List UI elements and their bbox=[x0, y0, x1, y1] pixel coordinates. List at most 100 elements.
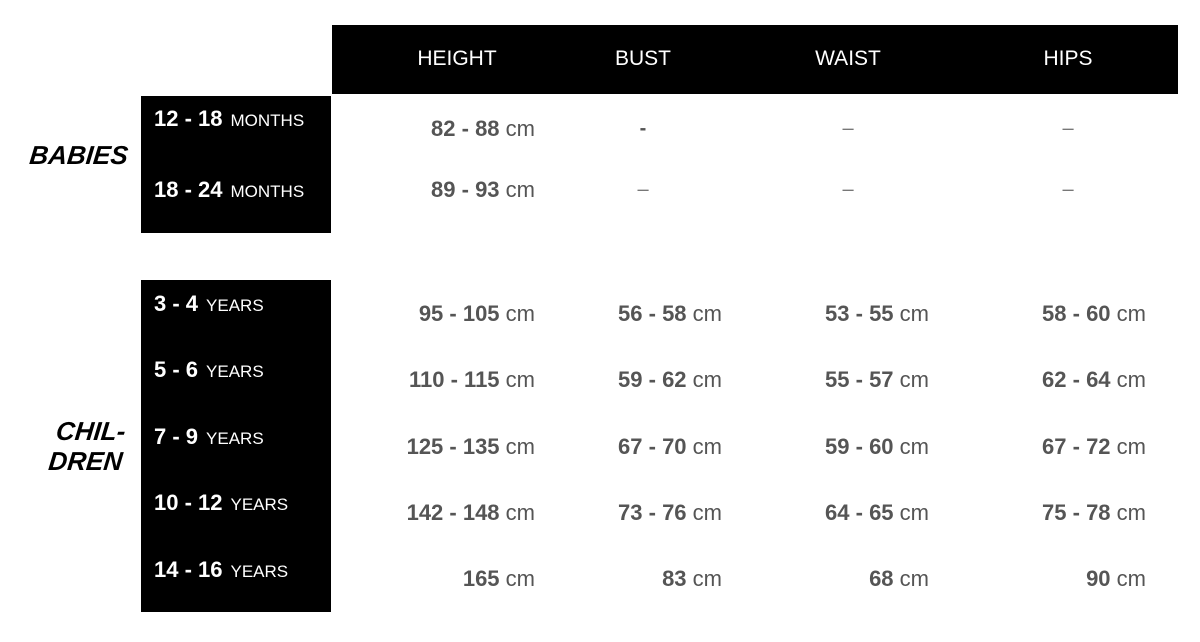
age-range: 3 - 4 bbox=[154, 291, 199, 316]
measurement-cell: 67 - 70 cm bbox=[618, 434, 722, 460]
measurement-unit: cm bbox=[1116, 566, 1146, 591]
group-babies: BABIES bbox=[28, 140, 130, 170]
measurement-value: 110 - 115 bbox=[409, 367, 500, 392]
measurement-cell: 125 - 135 cm bbox=[407, 434, 535, 460]
measurement-cell: 59 - 62 cm bbox=[618, 367, 722, 393]
measurement-unit: cm bbox=[899, 434, 929, 459]
babies-age-box bbox=[141, 96, 331, 233]
empty-cell: – bbox=[637, 178, 649, 201]
measurement-unit: cm bbox=[899, 301, 929, 326]
measurement-value: 58 - 60 bbox=[1042, 301, 1111, 326]
age-label: 14 - 16 YEARS bbox=[154, 557, 288, 583]
measurement-unit: cm bbox=[1116, 434, 1146, 459]
measurement-cell: 62 - 64 cm bbox=[1042, 367, 1146, 393]
group-children-line1: CHIL- bbox=[54, 416, 128, 446]
measurement-unit: cm bbox=[505, 500, 535, 525]
measurement-unit: cm bbox=[1116, 367, 1146, 392]
age-range: 5 - 6 bbox=[154, 357, 199, 382]
measurement-cell: 68 cm bbox=[869, 566, 929, 592]
age-unit: MONTHS bbox=[230, 182, 305, 201]
measurement-cell: 58 - 60 cm bbox=[1042, 301, 1146, 327]
measurement-cell: 64 - 65 cm bbox=[825, 500, 929, 526]
age-label: 12 - 18 MONTHS bbox=[154, 106, 304, 132]
measurement-value: 67 - 72 bbox=[1042, 434, 1111, 459]
measurement-unit: cm bbox=[505, 177, 535, 202]
age-range: 14 - 16 bbox=[154, 557, 223, 582]
measurement-value: 53 - 55 bbox=[825, 301, 894, 326]
age-unit: YEARS bbox=[206, 429, 264, 448]
measurement-unit: cm bbox=[692, 367, 722, 392]
measurement-value: 125 - 135 bbox=[406, 434, 500, 459]
col-hips: HIPS bbox=[1043, 47, 1093, 70]
age-unit: YEARS bbox=[206, 362, 264, 381]
measurement-unit: cm bbox=[692, 301, 722, 326]
col-height: HEIGHT bbox=[417, 47, 497, 70]
age-range: 12 - 18 bbox=[154, 106, 223, 131]
measurement-unit: cm bbox=[899, 500, 929, 525]
age-range: 7 - 9 bbox=[154, 424, 199, 449]
measurement-cell: 142 - 148 cm bbox=[407, 500, 535, 526]
measurement-unit: cm bbox=[505, 301, 535, 326]
measurement-unit: cm bbox=[505, 367, 535, 392]
measurement-cell: 59 - 60 cm bbox=[825, 434, 929, 460]
measurement-unit: cm bbox=[505, 116, 535, 141]
measurement-value: 62 - 64 bbox=[1042, 367, 1111, 392]
measurement-value: 75 - 78 bbox=[1042, 500, 1111, 525]
empty-cell: – bbox=[842, 178, 854, 201]
empty-cell: - bbox=[639, 117, 647, 140]
measurement-value: 83 bbox=[662, 566, 687, 591]
age-unit: YEARS bbox=[230, 562, 289, 581]
empty-cell: – bbox=[1062, 117, 1074, 140]
header-bar: HEIGHT BUST WAIST HIPS bbox=[332, 25, 1178, 94]
measurement-cell: 83 cm bbox=[662, 566, 722, 592]
measurement-unit: cm bbox=[505, 566, 535, 591]
measurement-cell: 82 - 88 cm bbox=[431, 116, 535, 142]
age-range: 10 - 12 bbox=[154, 490, 223, 515]
measurement-value: 64 - 65 bbox=[825, 500, 894, 525]
measurement-cell: 55 - 57 cm bbox=[825, 367, 929, 393]
age-label: 18 - 24 MONTHS bbox=[154, 177, 304, 203]
measurement-cell: 67 - 72 cm bbox=[1042, 434, 1146, 460]
measurement-value: 95 - 105 bbox=[418, 301, 500, 326]
measurement-cell: 53 - 55 cm bbox=[825, 301, 929, 327]
measurement-value: 56 - 58 bbox=[618, 301, 687, 326]
measurement-value: 89 - 93 bbox=[431, 177, 500, 202]
age-label: 7 - 9 YEARS bbox=[154, 424, 264, 450]
measurement-unit: cm bbox=[692, 500, 722, 525]
group-children-line2: DREN bbox=[47, 446, 124, 476]
empty-cell: – bbox=[842, 117, 854, 140]
measurement-value: 59 - 62 bbox=[618, 367, 687, 392]
measurement-value: 67 - 70 bbox=[618, 434, 687, 459]
measurement-unit: cm bbox=[899, 566, 929, 591]
measurement-value: 165 bbox=[462, 566, 500, 591]
measurement-cell: 75 - 78 cm bbox=[1042, 500, 1146, 526]
measurement-value: 59 - 60 bbox=[825, 434, 894, 459]
measurement-unit: cm bbox=[899, 367, 929, 392]
col-bust: BUST bbox=[614, 47, 672, 70]
measurement-cell: 95 - 105 cm bbox=[419, 301, 535, 327]
measurement-value: 55 - 57 bbox=[825, 367, 894, 392]
measurement-unit: cm bbox=[1116, 301, 1146, 326]
measurement-cell: 90 cm bbox=[1086, 566, 1146, 592]
children-age-box bbox=[141, 280, 331, 612]
age-unit: YEARS bbox=[230, 495, 289, 514]
measurement-unit: cm bbox=[1116, 500, 1146, 525]
age-unit: YEARS bbox=[206, 296, 264, 315]
measurement-value: 82 - 88 bbox=[431, 116, 500, 141]
measurement-cell: 89 - 93 cm bbox=[431, 177, 535, 203]
age-label: 10 - 12 YEARS bbox=[154, 490, 288, 516]
age-unit: MONTHS bbox=[230, 111, 305, 130]
measurement-cell: 110 - 115 cm bbox=[409, 367, 535, 393]
measurement-cell: 56 - 58 cm bbox=[618, 301, 722, 327]
measurement-value: 142 - 148 bbox=[406, 500, 500, 525]
measurement-value: 73 - 76 bbox=[618, 500, 687, 525]
measurement-cell: 165 cm bbox=[463, 566, 535, 592]
empty-cell: – bbox=[1062, 178, 1074, 201]
age-range: 18 - 24 bbox=[154, 177, 223, 202]
col-waist: WAIST bbox=[815, 47, 881, 70]
age-label: 3 - 4 YEARS bbox=[154, 291, 264, 317]
measurement-unit: cm bbox=[505, 434, 535, 459]
measurement-unit: cm bbox=[692, 434, 722, 459]
measurement-cell: 73 - 76 cm bbox=[618, 500, 722, 526]
measurement-value: 68 bbox=[869, 566, 894, 591]
